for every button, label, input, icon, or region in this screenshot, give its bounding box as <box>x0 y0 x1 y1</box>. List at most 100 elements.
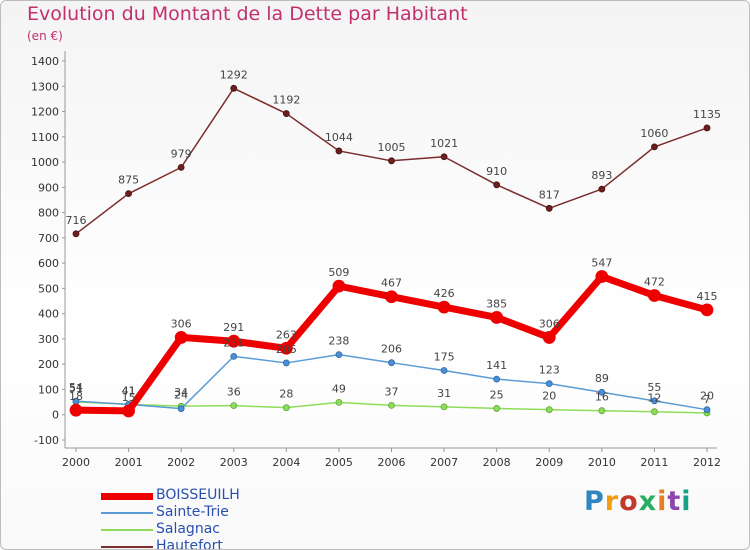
data-label-sainte-trie: 238 <box>328 335 349 348</box>
data-point-salagnac <box>651 408 658 416</box>
data-label-boisseuilh: 547 <box>591 257 612 270</box>
data-label-hautefort: 716 <box>66 214 87 227</box>
data-label-hautefort: 817 <box>539 188 560 201</box>
data-point-hautefort <box>440 153 448 161</box>
y-tick-label: 900 <box>38 181 59 194</box>
y-tick-label: 500 <box>38 282 59 295</box>
data-label-boisseuilh: 467 <box>381 277 402 290</box>
data-label-sainte-trie: 205 <box>276 343 297 356</box>
data-label-hautefort: 1292 <box>220 68 248 81</box>
data-point-boisseuilh <box>595 270 609 283</box>
logo-letter: t <box>667 486 682 517</box>
data-point-hautefort <box>598 185 606 193</box>
y-tick-label: 600 <box>38 257 59 270</box>
data-point-sainte-trie <box>230 352 238 360</box>
y-tick-label: 300 <box>38 333 59 346</box>
data-point-sainte-trie <box>598 388 606 396</box>
legend-item-boisseuilh: BOISSEUILH <box>101 487 321 505</box>
logo-letter: P <box>584 486 605 517</box>
data-label-sainte-trie: 175 <box>434 351 455 364</box>
data-label-salagnac: 16 <box>595 391 609 404</box>
data-point-hautefort <box>335 147 343 155</box>
data-point-sainte-trie <box>651 397 658 405</box>
logo-letter: i <box>657 486 668 517</box>
y-tick-label: 100 <box>38 383 59 396</box>
data-label-salagnac: 49 <box>332 382 346 395</box>
legend-swatch <box>101 546 153 548</box>
data-point-hautefort <box>388 157 395 165</box>
data-label-boisseuilh: 426 <box>434 287 455 300</box>
data-point-sainte-trie <box>703 406 711 414</box>
data-point-hautefort <box>125 190 132 198</box>
data-label-salagnac: 34 <box>174 386 188 399</box>
data-label-boisseuilh: 15 <box>122 391 136 404</box>
data-label-sainte-trie: 206 <box>381 343 402 356</box>
legend-swatch <box>101 512 153 514</box>
data-label-boisseuilh: 263 <box>276 328 297 341</box>
data-point-boisseuilh <box>279 341 293 355</box>
legend-item-sainte-trie: Sainte-Trie <box>101 504 321 522</box>
x-tick-label: 2012 <box>693 456 721 469</box>
data-label-sainte-trie: 20 <box>700 390 714 403</box>
data-label-boisseuilh: 306 <box>171 317 192 330</box>
data-label-hautefort: 910 <box>486 165 507 178</box>
data-label-salagnac: 37 <box>385 385 399 398</box>
data-point-salagnac <box>335 398 343 406</box>
legend-label: BOISSEUILH <box>156 487 240 503</box>
y-tick-label: -100 <box>34 434 59 447</box>
data-point-sainte-trie <box>388 359 395 367</box>
data-label-salagnac: 20 <box>542 390 556 403</box>
data-point-boisseuilh <box>648 289 661 302</box>
y-tick-label: 1000 <box>31 156 59 169</box>
data-label-sainte-trie: 54 <box>69 381 83 394</box>
x-tick-label: 2009 <box>535 456 563 469</box>
x-tick-label: 2007 <box>430 456 458 469</box>
data-label-boisseuilh: 385 <box>486 297 507 310</box>
data-label-salagnac: 31 <box>437 387 451 400</box>
data-label-boisseuilh: 306 <box>539 317 560 330</box>
data-point-hautefort <box>230 84 238 92</box>
data-label-boisseuilh: 509 <box>328 266 349 279</box>
data-point-salagnac <box>230 402 238 410</box>
data-label-boisseuilh: 18 <box>69 390 83 403</box>
data-point-salagnac <box>598 407 606 415</box>
y-tick-label: 1300 <box>31 80 59 93</box>
data-point-sainte-trie <box>282 359 290 367</box>
data-label-salagnac: 28 <box>279 388 293 401</box>
data-point-boisseuilh <box>69 403 83 417</box>
x-tick-label: 2005 <box>325 456 353 469</box>
legend: BOISSEUILH Sainte-Trie Salagnac Hautefort <box>101 487 321 550</box>
data-label-sainte-trie: 231 <box>223 336 244 349</box>
y-tick-label: 800 <box>38 207 59 220</box>
data-label-salagnac: 25 <box>490 388 504 401</box>
legend-item-hautefort: Hautefort <box>101 538 321 550</box>
data-label-sainte-trie: 41 <box>122 384 136 397</box>
data-label-boisseuilh: 415 <box>697 290 718 303</box>
data-label-sainte-trie: 55 <box>647 381 661 394</box>
data-point-hautefort <box>651 143 658 151</box>
data-label-hautefort: 875 <box>118 174 139 187</box>
data-label-salagnac: 36 <box>227 386 241 399</box>
data-label-boisseuilh: 472 <box>644 275 665 288</box>
chart-axes: -100 0 100 200 300 400 500 600 700 800 900 1000 1100… <box>31 51 721 469</box>
x-tick-label: 2008 <box>483 456 511 469</box>
data-label-hautefort: 1192 <box>272 94 300 107</box>
data-label-hautefort: 1044 <box>325 131 353 144</box>
data-label-salagnac: 12 <box>647 392 661 405</box>
data-point-sainte-trie <box>493 375 501 383</box>
logo-letter: o <box>619 486 639 517</box>
logo-letter: x <box>638 486 658 517</box>
data-label-salagnac: 51 <box>69 382 83 395</box>
x-tick-label: 2011 <box>640 456 668 469</box>
data-point-boisseuilh <box>490 311 504 324</box>
y-tick-label: 400 <box>38 308 59 321</box>
data-point-boisseuilh <box>437 300 451 314</box>
y-tick-label: 1400 <box>31 55 59 68</box>
data-point-boisseuilh <box>700 303 714 317</box>
data-point-sainte-trie <box>335 351 343 358</box>
data-label-hautefort: 1135 <box>693 108 721 121</box>
y-tick-label: 0 <box>52 409 59 422</box>
legend-label: Hautefort <box>156 538 223 550</box>
data-point-boisseuilh <box>122 404 135 418</box>
